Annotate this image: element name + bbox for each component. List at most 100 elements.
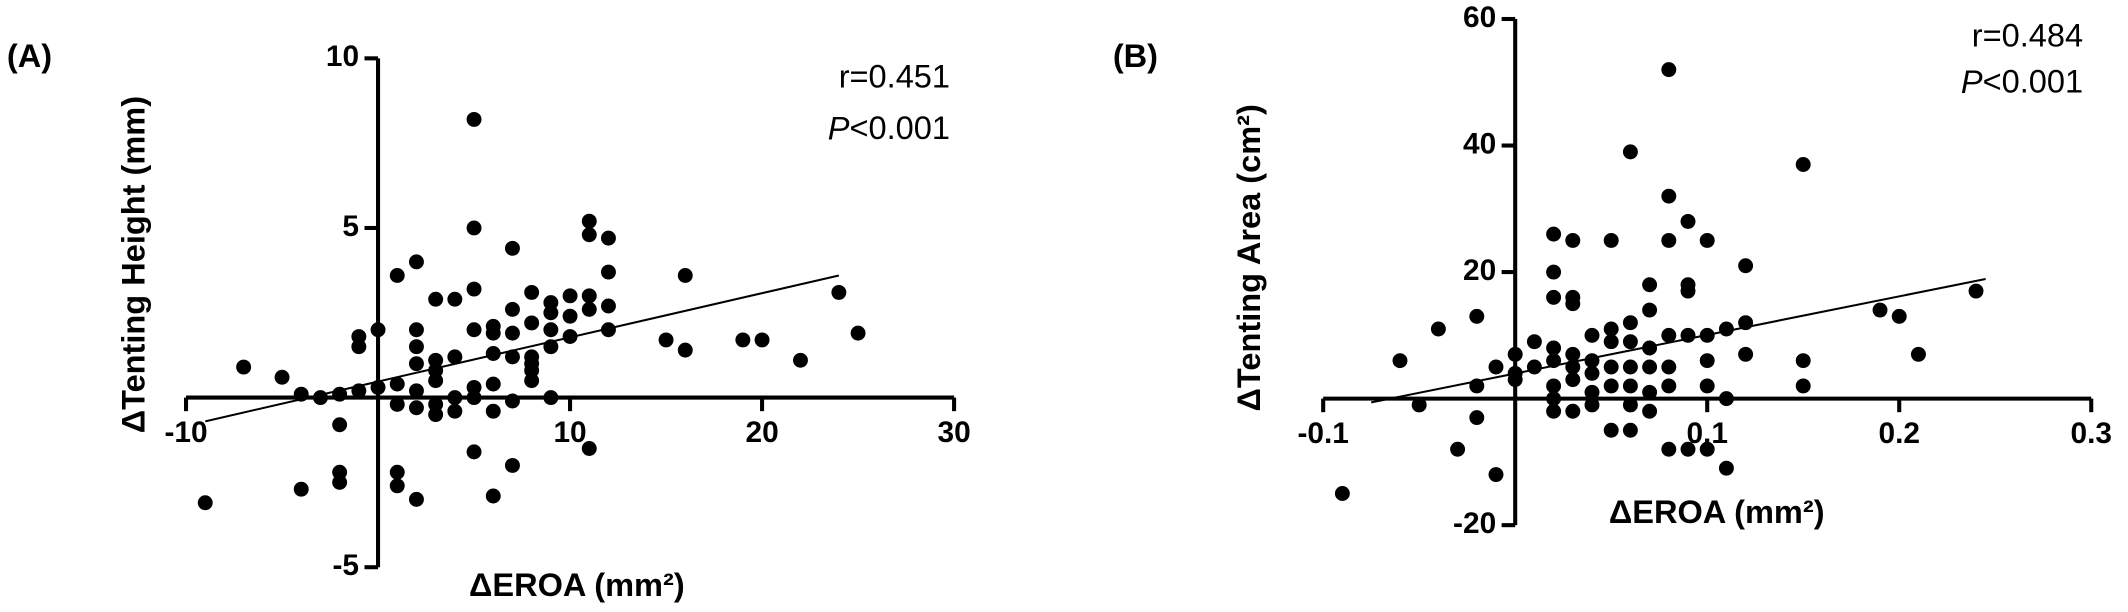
data-point xyxy=(562,308,578,324)
data-point xyxy=(1603,422,1619,438)
data-point xyxy=(312,390,328,406)
data-point xyxy=(1603,334,1619,350)
data-point xyxy=(1565,296,1581,312)
data-point xyxy=(600,264,616,280)
trend-line xyxy=(205,274,840,423)
data-point xyxy=(1642,302,1658,318)
data-point xyxy=(1430,321,1446,337)
data-point xyxy=(293,481,309,497)
data-point xyxy=(1642,403,1658,419)
data-point xyxy=(1603,321,1619,337)
y-tick-label: 40 xyxy=(1463,127,1496,160)
data-point xyxy=(389,396,405,412)
data-point xyxy=(1526,359,1542,375)
data-point xyxy=(1738,346,1754,362)
data-point xyxy=(466,444,482,460)
data-point xyxy=(524,284,540,300)
data-point xyxy=(1795,157,1811,172)
data-point xyxy=(1910,346,1926,362)
panel-label: (A) xyxy=(7,38,52,74)
data-point xyxy=(1642,340,1658,356)
r-value: r=0.484 xyxy=(1972,18,2083,54)
data-point xyxy=(1565,372,1581,388)
data-point xyxy=(1565,403,1581,419)
data-point xyxy=(600,322,616,338)
data-point xyxy=(562,288,578,304)
y-tick-label: 20 xyxy=(1463,254,1496,287)
y-tick-label: 10 xyxy=(326,40,359,73)
data-point xyxy=(1680,213,1696,229)
data-point xyxy=(581,441,597,456)
data-point xyxy=(1546,289,1562,305)
data-point xyxy=(504,457,520,473)
data-point xyxy=(850,325,866,341)
data-point xyxy=(581,227,597,243)
data-point xyxy=(1622,315,1638,331)
data-point xyxy=(1699,378,1715,394)
data-point xyxy=(793,352,808,368)
x-tick-label: 20 xyxy=(745,416,778,449)
data-point xyxy=(1661,232,1677,248)
data-point xyxy=(1565,346,1581,362)
data-point xyxy=(370,379,386,395)
data-point xyxy=(408,400,424,416)
data-point xyxy=(1603,378,1619,394)
data-point xyxy=(389,268,405,283)
data-point xyxy=(1642,359,1658,375)
data-point xyxy=(1699,353,1715,369)
data-point xyxy=(1642,277,1658,293)
data-point xyxy=(1469,410,1485,426)
data-point xyxy=(1584,365,1600,381)
data-point xyxy=(466,220,482,236)
data-point xyxy=(1699,232,1715,248)
data-point xyxy=(1622,422,1638,438)
data-point xyxy=(1718,391,1734,407)
x-tick-label: -0.1 xyxy=(1297,417,1348,450)
data-point xyxy=(1622,378,1638,394)
data-point xyxy=(1546,340,1562,356)
data-point xyxy=(1450,441,1466,457)
data-point xyxy=(408,491,424,507)
data-point xyxy=(1603,359,1619,375)
data-point xyxy=(1661,62,1677,78)
data-point xyxy=(1661,441,1677,457)
data-point xyxy=(408,383,424,399)
x-tick-label: 0.2 xyxy=(1878,417,1920,450)
data-point xyxy=(1334,486,1350,501)
x-axis-label: ΔEROA (mm²) xyxy=(1609,494,1825,530)
data-point xyxy=(543,390,559,406)
data-point xyxy=(1546,403,1562,419)
data-point xyxy=(466,390,482,406)
data-point xyxy=(447,349,463,365)
data-point xyxy=(485,376,501,392)
panel-label: (B) xyxy=(1113,38,1158,74)
data-point xyxy=(543,322,559,338)
data-point xyxy=(332,417,348,433)
data-point xyxy=(389,478,405,494)
data-point xyxy=(1795,378,1811,394)
x-tick-label: -10 xyxy=(164,416,207,449)
data-point xyxy=(1488,359,1504,375)
data-point xyxy=(1661,378,1677,394)
data-point xyxy=(504,393,520,409)
data-point xyxy=(428,291,444,307)
data-point xyxy=(1699,441,1715,457)
data-point xyxy=(1622,144,1638,160)
data-point xyxy=(447,403,463,419)
data-point xyxy=(408,322,424,338)
data-point xyxy=(351,329,367,344)
data-point xyxy=(485,403,501,419)
data-point xyxy=(274,369,290,385)
data-point xyxy=(447,390,463,406)
data-point xyxy=(581,301,597,317)
data-point xyxy=(1546,226,1562,242)
data-point xyxy=(1680,283,1696,299)
data-point xyxy=(1661,359,1677,375)
data-point xyxy=(236,359,252,375)
data-point xyxy=(1507,372,1523,388)
data-point xyxy=(524,349,540,365)
data-point xyxy=(1546,264,1562,280)
data-point xyxy=(389,376,405,392)
data-point xyxy=(677,268,693,283)
data-point xyxy=(408,356,424,372)
